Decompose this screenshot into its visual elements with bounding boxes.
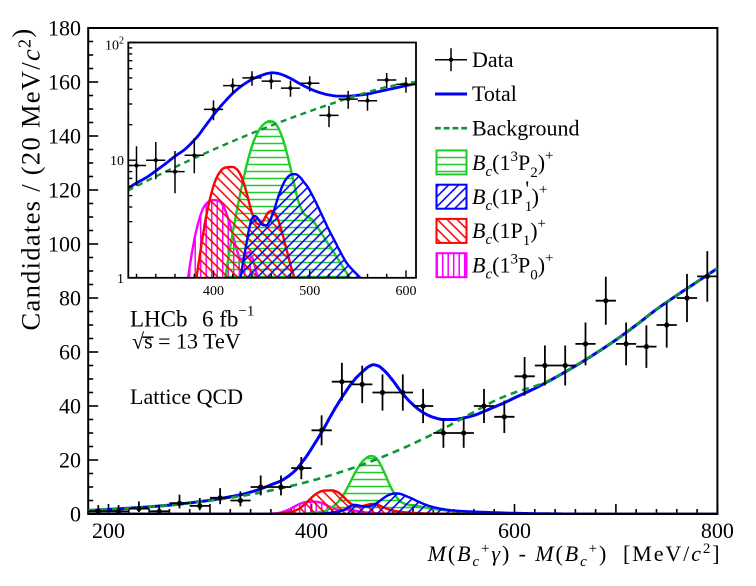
svg-text:Bc(13P0)+: Bc(13P0)+: [472, 251, 554, 284]
svg-text:80: 80: [59, 286, 81, 311]
svg-text:0: 0: [70, 502, 81, 527]
svg-text:600: 600: [396, 284, 417, 299]
svg-text:Background: Background: [472, 116, 580, 141]
svg-text:10: 10: [110, 154, 124, 169]
svg-text:140: 140: [48, 124, 81, 149]
svg-text:20: 20: [59, 448, 81, 473]
svg-text:Bc(1P1)+: Bc(1P1)+: [472, 216, 546, 249]
svg-text:800: 800: [701, 518, 734, 543]
svg-text:120: 120: [48, 178, 81, 203]
svg-text:400: 400: [203, 284, 224, 299]
svg-text:400: 400: [295, 518, 328, 543]
svg-text:600: 600: [498, 518, 531, 543]
svg-text:√s = 13 TeV: √s = 13 TeV: [132, 329, 241, 354]
svg-text:1: 1: [117, 272, 124, 287]
svg-text:Bc(1P1')+: Bc(1P 1')+: [472, 176, 547, 215]
svg-text:180: 180: [48, 16, 81, 41]
svg-text:M(Bc+γ) - M(Bc+) [MeV/c2]: M(Bc+γ) - M(Bc+) [MeV/c2]: [427, 541, 722, 570]
svg-text:LHCb: LHCb: [130, 307, 188, 332]
svg-text:160: 160: [48, 70, 81, 95]
svg-text:6 fb−1: 6 fb−1: [202, 304, 254, 332]
svg-text:500: 500: [299, 284, 320, 299]
svg-text:Lattice QCD: Lattice QCD: [130, 384, 243, 409]
svg-text:200: 200: [92, 518, 125, 543]
svg-text:40: 40: [59, 394, 81, 419]
svg-text:Data: Data: [472, 47, 514, 72]
svg-text:Total: Total: [472, 81, 517, 106]
svg-text:60: 60: [59, 340, 81, 365]
svg-text:100: 100: [48, 232, 81, 257]
svg-text:Bc(13P2)+: Bc(13P2)+: [472, 148, 554, 181]
